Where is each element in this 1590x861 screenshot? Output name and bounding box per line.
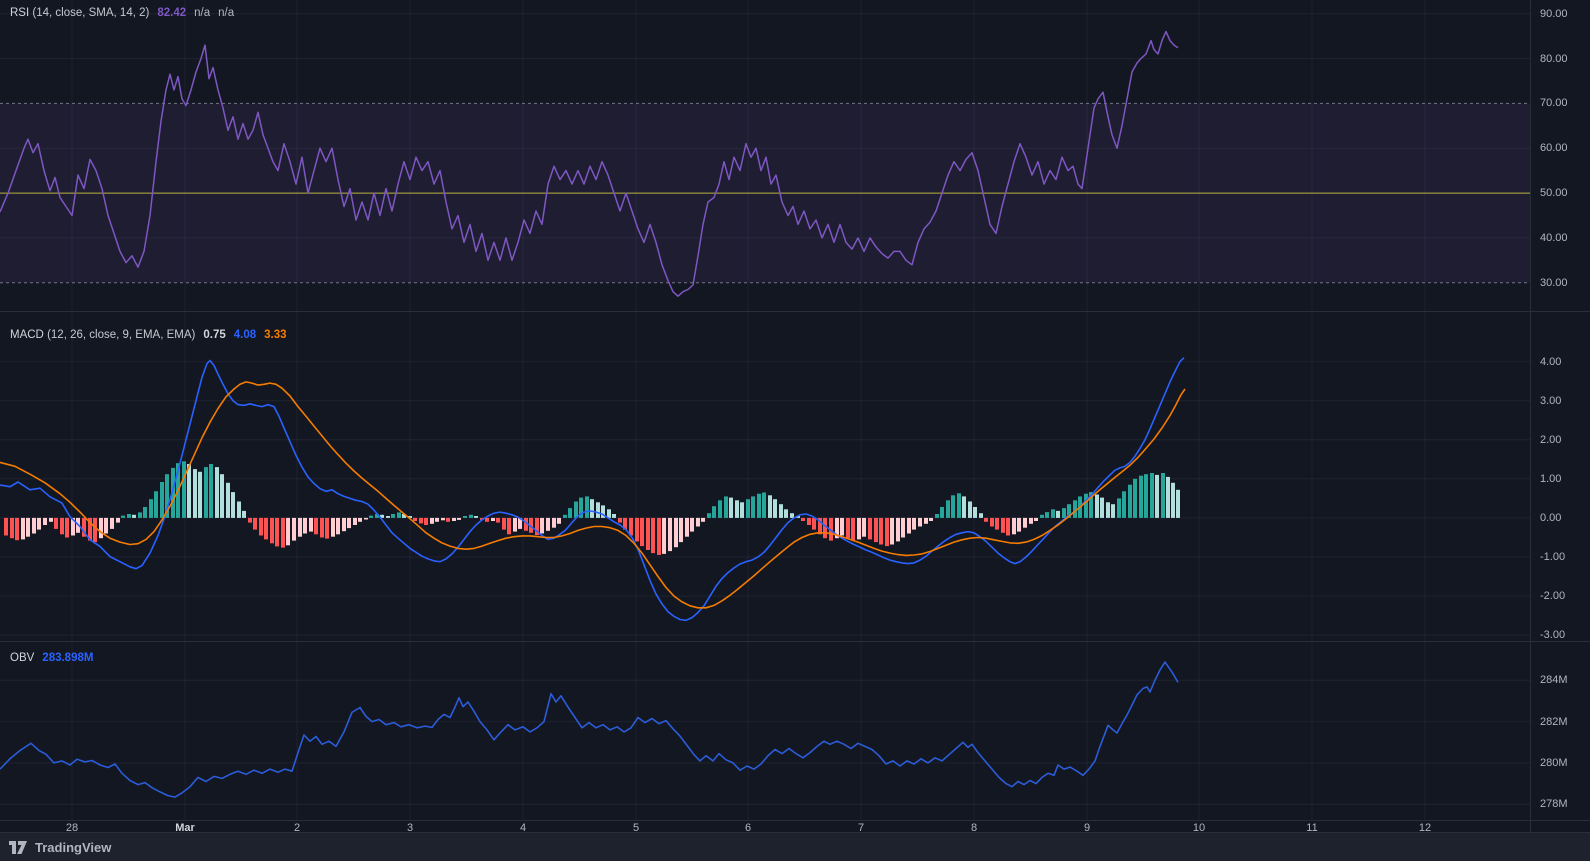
rsi-legend[interactable]: RSI (14, close, SMA, 14, 2) 82.42 n/a n/… bbox=[10, 7, 234, 19]
price-axis-label: 80.00 bbox=[1540, 52, 1568, 65]
price-axis-label: 60.00 bbox=[1540, 142, 1568, 155]
rsi-legend-na1: n/a bbox=[194, 7, 211, 19]
price-axis-label: 4.00 bbox=[1540, 355, 1562, 368]
price-axis-label: -3.00 bbox=[1540, 629, 1566, 642]
time-axis-label: 3 bbox=[406, 822, 414, 834]
price-axis-label: -1.00 bbox=[1540, 551, 1566, 563]
price-axis-label: 30.00 bbox=[1540, 276, 1568, 289]
tradingview-logo-icon[interactable] bbox=[9, 840, 28, 854]
obv-legend[interactable]: OBV 283.898M bbox=[10, 652, 93, 664]
macd-legend[interactable]: MACD (12, 26, close, 9, EMA, EMA) 0.75 4… bbox=[10, 329, 287, 341]
price-axis-label: 90.00 bbox=[1540, 7, 1568, 20]
rsi-legend-title: RSI (14, close, SMA, 14, 2) bbox=[10, 7, 150, 19]
price-axis-label: 282M bbox=[1540, 715, 1568, 728]
macd-legend-title: MACD (12, 26, close, 9, EMA, EMA) bbox=[10, 329, 196, 341]
price-axis-label: 278M bbox=[1540, 798, 1568, 811]
time-axis-label: Mar bbox=[175, 822, 195, 834]
tradingview-watermark[interactable]: TradingView bbox=[35, 839, 112, 855]
price-axis-label: 2.00 bbox=[1540, 433, 1562, 446]
obv-legend-title: OBV bbox=[10, 652, 35, 664]
time-axis-label: 5 bbox=[632, 822, 640, 834]
time-axis-label: 2 bbox=[293, 822, 301, 834]
price-axis-label: 1.00 bbox=[1540, 472, 1562, 485]
obv-legend-value: 283.898M bbox=[42, 652, 94, 664]
price-axis-label: 0.00 bbox=[1540, 511, 1562, 524]
rsi-legend-value: 82.42 bbox=[157, 7, 187, 19]
bottom-toolbar: TradingView bbox=[0, 832, 1590, 861]
time-axis-label: 12 bbox=[1418, 822, 1432, 834]
time-axis-label: 7 bbox=[857, 822, 865, 834]
price-axis-label: 284M bbox=[1540, 674, 1568, 687]
time-axis-label: 6 bbox=[744, 822, 752, 834]
macd-hist-value: 0.75 bbox=[203, 329, 226, 341]
time-axis-label: 28 bbox=[65, 822, 79, 834]
price-axis-label: 280M bbox=[1540, 756, 1568, 769]
price-axis-label: 3.00 bbox=[1540, 394, 1562, 407]
price-axis-label: 40.00 bbox=[1540, 231, 1568, 244]
time-axis-label: 4 bbox=[519, 822, 527, 834]
price-axis-label: 50.00 bbox=[1540, 187, 1568, 200]
time-axis-label: 8 bbox=[970, 822, 978, 834]
time-axis-label: 10 bbox=[1192, 822, 1206, 834]
time-axis-label: 11 bbox=[1306, 822, 1318, 834]
macd-line-value: 4.08 bbox=[233, 329, 257, 341]
time-axis-label: 9 bbox=[1083, 822, 1091, 834]
price-axis-label: 70.00 bbox=[1540, 97, 1568, 110]
macd-signal-value: 3.33 bbox=[264, 329, 287, 341]
time-axis[interactable]: 28 Mar 2 3 4 5 6 7 8 9 10 11 12 bbox=[0, 820, 1590, 834]
price-axis-label: -2.00 bbox=[1540, 590, 1566, 603]
rsi-legend-na2: n/a bbox=[218, 7, 235, 19]
price-axis[interactable]: 90.00 80.00 70.00 60.00 50.00 40.00 30.00 4.00 3… bbox=[1531, 0, 1590, 832]
